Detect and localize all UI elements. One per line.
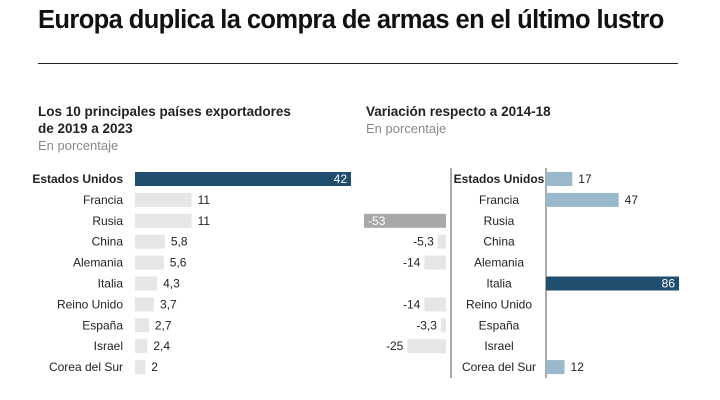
left-category-label: Italia xyxy=(98,277,124,291)
left-bar xyxy=(135,192,192,207)
right-bar xyxy=(364,213,446,228)
right-bar xyxy=(546,360,565,375)
right-category-label: España xyxy=(479,318,520,332)
left-value-label: 11 xyxy=(198,214,211,228)
left-bar xyxy=(135,360,146,375)
left-bar xyxy=(135,276,158,291)
left-category-label: Corea del Sur xyxy=(49,360,123,374)
chart-title: Europa duplica la compra de armas en el … xyxy=(38,6,664,34)
left-panel-title-line2: de 2019 a 2023 xyxy=(38,121,133,136)
left-bar xyxy=(135,339,148,354)
left-bar xyxy=(135,318,149,333)
left-category-label: España xyxy=(82,318,123,332)
left-bar xyxy=(135,172,351,186)
right-category-label: Alemania xyxy=(474,256,524,270)
right-bar xyxy=(424,255,446,270)
right-value-label: -53 xyxy=(368,214,386,228)
left-value-label: 42 xyxy=(334,172,348,186)
right-bar xyxy=(546,276,679,291)
left-value-label: 3,7 xyxy=(160,297,177,311)
right-value-label: -3,3 xyxy=(416,318,437,332)
right-category-label: Reino Unido xyxy=(466,297,532,311)
right-panel-title: Variación respecto a 2014-18 xyxy=(366,104,551,119)
right-category-label: Rusia xyxy=(484,214,515,228)
right-value-label: -5,3 xyxy=(413,235,434,249)
left-panel-title-line1: Los 10 principales países exportadores xyxy=(38,104,291,119)
right-bar xyxy=(424,297,446,312)
left-panel-subtitle: En porcentaje xyxy=(38,138,119,153)
left-bar-chart: Estados Unidos 42 Francia 11 Rusia 11 China 5,8… xyxy=(32,172,351,375)
left-category-label: Reino Unido xyxy=(57,297,123,311)
left-bar xyxy=(135,234,165,249)
left-value-label: 2,7 xyxy=(155,318,172,332)
title-divider xyxy=(38,63,678,64)
right-value-label: 12 xyxy=(571,360,585,374)
right-bar xyxy=(437,234,446,249)
right-value-label: 47 xyxy=(625,193,639,207)
left-category-label: Alemania xyxy=(73,256,123,270)
right-value-label: -14 xyxy=(403,256,421,270)
right-category-label: Israel xyxy=(484,339,513,353)
left-category-label: Francia xyxy=(83,193,123,207)
left-value-label: 5,8 xyxy=(171,235,188,249)
left-category-label: Estados Unidos xyxy=(32,172,123,186)
right-category-label: Corea del Sur xyxy=(462,360,536,374)
right-panel-subtitle: En porcentaje xyxy=(366,121,447,136)
left-value-label: 11 xyxy=(198,193,211,207)
right-value-label: -25 xyxy=(386,339,404,353)
left-value-label: 2 xyxy=(151,360,158,374)
left-panel-title: Los 10 principales países exportadores d… xyxy=(38,103,291,137)
right-category-label: Italia xyxy=(486,277,512,291)
right-value-label: 86 xyxy=(662,277,676,291)
right-value-label: 17 xyxy=(578,172,592,186)
left-value-label: 4,3 xyxy=(163,277,180,291)
left-value-label: 5,6 xyxy=(170,256,187,270)
left-category-label: Rusia xyxy=(92,214,123,228)
left-category-label: Israel xyxy=(94,339,123,353)
right-category-label: Estados Unidos xyxy=(454,172,545,186)
right-category-label: Francia xyxy=(479,193,519,207)
left-bar xyxy=(135,255,164,270)
right-bar xyxy=(546,192,619,207)
left-value-label: 2,4 xyxy=(153,339,170,353)
right-bar-chart: Estados Unidos 17 Francia 47 Rusia -53 China -5… xyxy=(364,168,679,378)
left-bar xyxy=(135,297,155,312)
right-value-label: -14 xyxy=(403,297,421,311)
right-bar xyxy=(407,339,446,354)
left-category-label: China xyxy=(92,235,124,249)
right-bar xyxy=(546,172,573,186)
left-bar xyxy=(135,213,192,228)
right-category-label: China xyxy=(483,235,515,249)
right-bar xyxy=(440,318,446,333)
